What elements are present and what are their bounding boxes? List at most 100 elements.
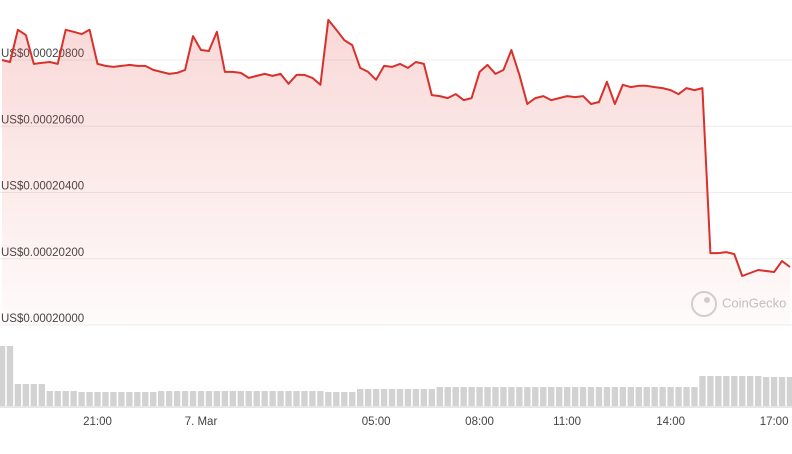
volume-bar <box>603 387 611 406</box>
volume-bar <box>699 376 706 406</box>
volume-bar <box>563 387 571 406</box>
volume-bar <box>285 391 292 406</box>
x-tick-label: 17:00 <box>760 416 789 428</box>
volume-bar <box>723 376 730 406</box>
volume-bar <box>707 376 714 406</box>
volume-bar <box>150 392 157 406</box>
volume-bar <box>293 391 300 406</box>
volume-bar <box>524 387 531 406</box>
price-line <box>1 18 791 277</box>
volume-bar <box>683 387 690 406</box>
volume-bar <box>181 391 189 406</box>
volume-bar <box>118 392 125 406</box>
volume-bar <box>0 346 6 406</box>
volume-bar <box>269 391 276 406</box>
volume-bar <box>197 391 205 406</box>
volume-bar <box>667 387 674 406</box>
volume-bar <box>317 391 324 406</box>
volume-bar <box>388 389 396 406</box>
volume-bar <box>38 384 45 406</box>
volume-bar <box>173 391 181 406</box>
volume-bar <box>142 392 149 406</box>
x-tick-label: 14:00 <box>656 416 685 428</box>
volume-bar <box>548 387 555 406</box>
volume-bar <box>595 387 603 406</box>
volume-bar <box>22 384 30 406</box>
volume-bar <box>420 389 428 406</box>
volume-bar <box>253 391 260 406</box>
volume-bar <box>460 387 467 406</box>
volume-bar <box>237 391 244 406</box>
volume-bar <box>94 392 101 406</box>
volume-bar <box>754 376 762 406</box>
volume-bar <box>404 389 412 406</box>
volume-bar <box>731 376 738 406</box>
volume-bar <box>643 387 650 406</box>
volume-bar <box>492 387 499 406</box>
volume-bar <box>444 387 451 406</box>
volume-bar <box>229 391 237 406</box>
volume-bar <box>675 387 682 406</box>
volume-bar <box>627 387 634 406</box>
volume-bar <box>635 387 642 406</box>
x-tick-label: 7. Mar <box>185 416 218 428</box>
volume-bar <box>739 376 746 406</box>
x-tick-label: 21:00 <box>83 416 112 428</box>
x-tick-label: 05:00 <box>362 416 391 428</box>
volume-bar <box>205 391 213 406</box>
volume-bar <box>126 392 133 406</box>
volume-bar <box>341 392 348 406</box>
watermark-text: CoinGecko <box>722 295 786 310</box>
volume-bar <box>770 377 778 406</box>
volume-bar <box>747 376 754 406</box>
x-tick-label: 08:00 <box>465 416 494 428</box>
volume-bar <box>6 346 14 406</box>
volume-bar <box>62 391 69 406</box>
volume-bar <box>651 387 658 406</box>
volume-bar <box>261 391 268 406</box>
x-tick-label: 11:00 <box>553 416 581 428</box>
volume-bar <box>309 391 316 406</box>
volume-bar <box>619 387 627 406</box>
volume-bar <box>691 387 698 406</box>
volume-bar <box>555 387 563 406</box>
volume-bar <box>46 391 53 406</box>
volume-bar <box>762 377 770 406</box>
volume-bar <box>102 392 109 406</box>
volume-bar <box>715 376 722 406</box>
volume-bar <box>333 392 340 406</box>
volume-bar <box>134 392 141 406</box>
volume-bar <box>579 387 587 406</box>
volume-bar <box>436 387 443 406</box>
volume-bar <box>500 387 507 406</box>
volume-bar <box>412 389 420 406</box>
volume-bar <box>245 391 252 406</box>
volume-bar <box>428 389 436 406</box>
watermark: CoinGecko <box>691 291 786 317</box>
volume-bar <box>86 392 93 406</box>
volume-bar <box>587 387 595 406</box>
volume-bar <box>540 387 547 406</box>
volume-bar <box>786 377 792 406</box>
volume-bar <box>165 391 173 406</box>
volume-bar <box>221 391 229 406</box>
volume-bar <box>158 391 165 406</box>
volume-bar <box>476 387 483 406</box>
volume-bar <box>14 384 22 406</box>
volume-bar <box>189 391 197 406</box>
volume-bar <box>396 389 404 406</box>
volume-bar <box>452 387 459 406</box>
volume-bar <box>325 392 332 406</box>
volume-bar <box>532 387 539 406</box>
volume-bar <box>508 387 515 406</box>
volume-bar <box>611 387 619 406</box>
volume-bar <box>372 389 380 406</box>
volume-bar <box>468 387 475 406</box>
volume-bar <box>54 391 61 406</box>
volume-bar <box>356 389 364 406</box>
volume-bar <box>380 389 388 406</box>
volume-bar <box>301 391 308 406</box>
volume-bar <box>30 384 38 406</box>
